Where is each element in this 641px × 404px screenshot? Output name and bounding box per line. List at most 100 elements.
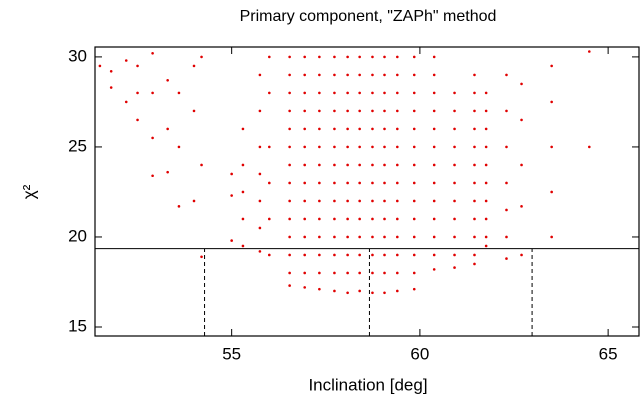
point — [412, 73, 416, 77]
point — [303, 127, 306, 131]
point — [505, 145, 508, 149]
point — [383, 163, 386, 167]
point — [318, 181, 321, 185]
point — [192, 199, 196, 203]
point — [383, 91, 386, 95]
point — [241, 217, 245, 221]
point — [432, 217, 436, 221]
point — [371, 181, 374, 185]
point — [346, 109, 349, 113]
point — [371, 217, 374, 221]
point — [288, 73, 291, 77]
point — [473, 199, 476, 203]
point — [505, 257, 508, 260]
point — [371, 127, 374, 131]
point — [241, 127, 245, 131]
point — [230, 172, 233, 176]
point — [473, 181, 476, 185]
point — [484, 145, 488, 149]
point — [473, 91, 476, 95]
point — [396, 163, 399, 167]
point — [412, 91, 416, 95]
point — [303, 109, 306, 113]
point — [550, 235, 553, 239]
point — [358, 199, 361, 203]
point — [453, 181, 456, 185]
point — [473, 145, 476, 149]
point — [346, 235, 349, 239]
point — [346, 291, 349, 295]
point — [288, 217, 291, 221]
point — [453, 91, 456, 95]
point — [358, 163, 361, 167]
point — [346, 271, 349, 275]
point — [151, 136, 154, 140]
point — [333, 163, 336, 167]
point — [151, 174, 154, 178]
point — [383, 199, 386, 203]
point — [473, 253, 476, 257]
point — [258, 226, 262, 230]
point — [303, 235, 306, 239]
point — [473, 73, 476, 77]
point — [268, 91, 271, 95]
point — [358, 235, 361, 239]
point — [358, 127, 361, 131]
point — [303, 145, 306, 149]
point — [473, 109, 476, 113]
point — [396, 109, 399, 113]
point — [453, 217, 456, 221]
y-tick-label: 25 — [68, 136, 87, 155]
point — [550, 145, 553, 149]
point — [396, 91, 399, 95]
point — [166, 170, 169, 174]
point — [550, 190, 553, 194]
point — [136, 64, 139, 68]
point — [412, 127, 416, 131]
point — [453, 127, 456, 131]
point — [371, 271, 374, 275]
x-tick-label: 65 — [599, 344, 618, 363]
point — [371, 55, 374, 59]
point — [303, 286, 306, 289]
point — [268, 145, 271, 149]
point — [200, 163, 203, 167]
point — [318, 217, 321, 221]
plot-frame — [94, 46, 640, 337]
point — [192, 64, 196, 68]
point — [258, 109, 262, 113]
point — [550, 100, 553, 104]
point — [303, 253, 306, 257]
point — [520, 82, 523, 86]
point — [258, 199, 262, 203]
point — [268, 181, 271, 185]
point — [346, 55, 349, 59]
point — [412, 253, 416, 257]
point — [358, 271, 361, 275]
point — [318, 145, 321, 149]
point — [383, 181, 386, 185]
point — [166, 79, 169, 82]
point — [358, 55, 361, 59]
point — [396, 253, 399, 257]
point — [383, 291, 386, 295]
point — [333, 127, 336, 131]
point — [453, 145, 456, 149]
point — [473, 235, 476, 239]
point — [484, 235, 488, 239]
point — [383, 253, 386, 257]
point — [505, 73, 508, 77]
point — [520, 205, 523, 208]
point — [383, 271, 386, 275]
point — [303, 163, 306, 167]
point — [412, 199, 416, 203]
point — [432, 109, 436, 113]
point — [412, 55, 416, 59]
point — [333, 109, 336, 113]
point — [333, 217, 336, 221]
point — [288, 109, 291, 113]
point — [396, 145, 399, 149]
point — [432, 73, 436, 77]
point — [333, 91, 336, 95]
point — [371, 291, 374, 295]
